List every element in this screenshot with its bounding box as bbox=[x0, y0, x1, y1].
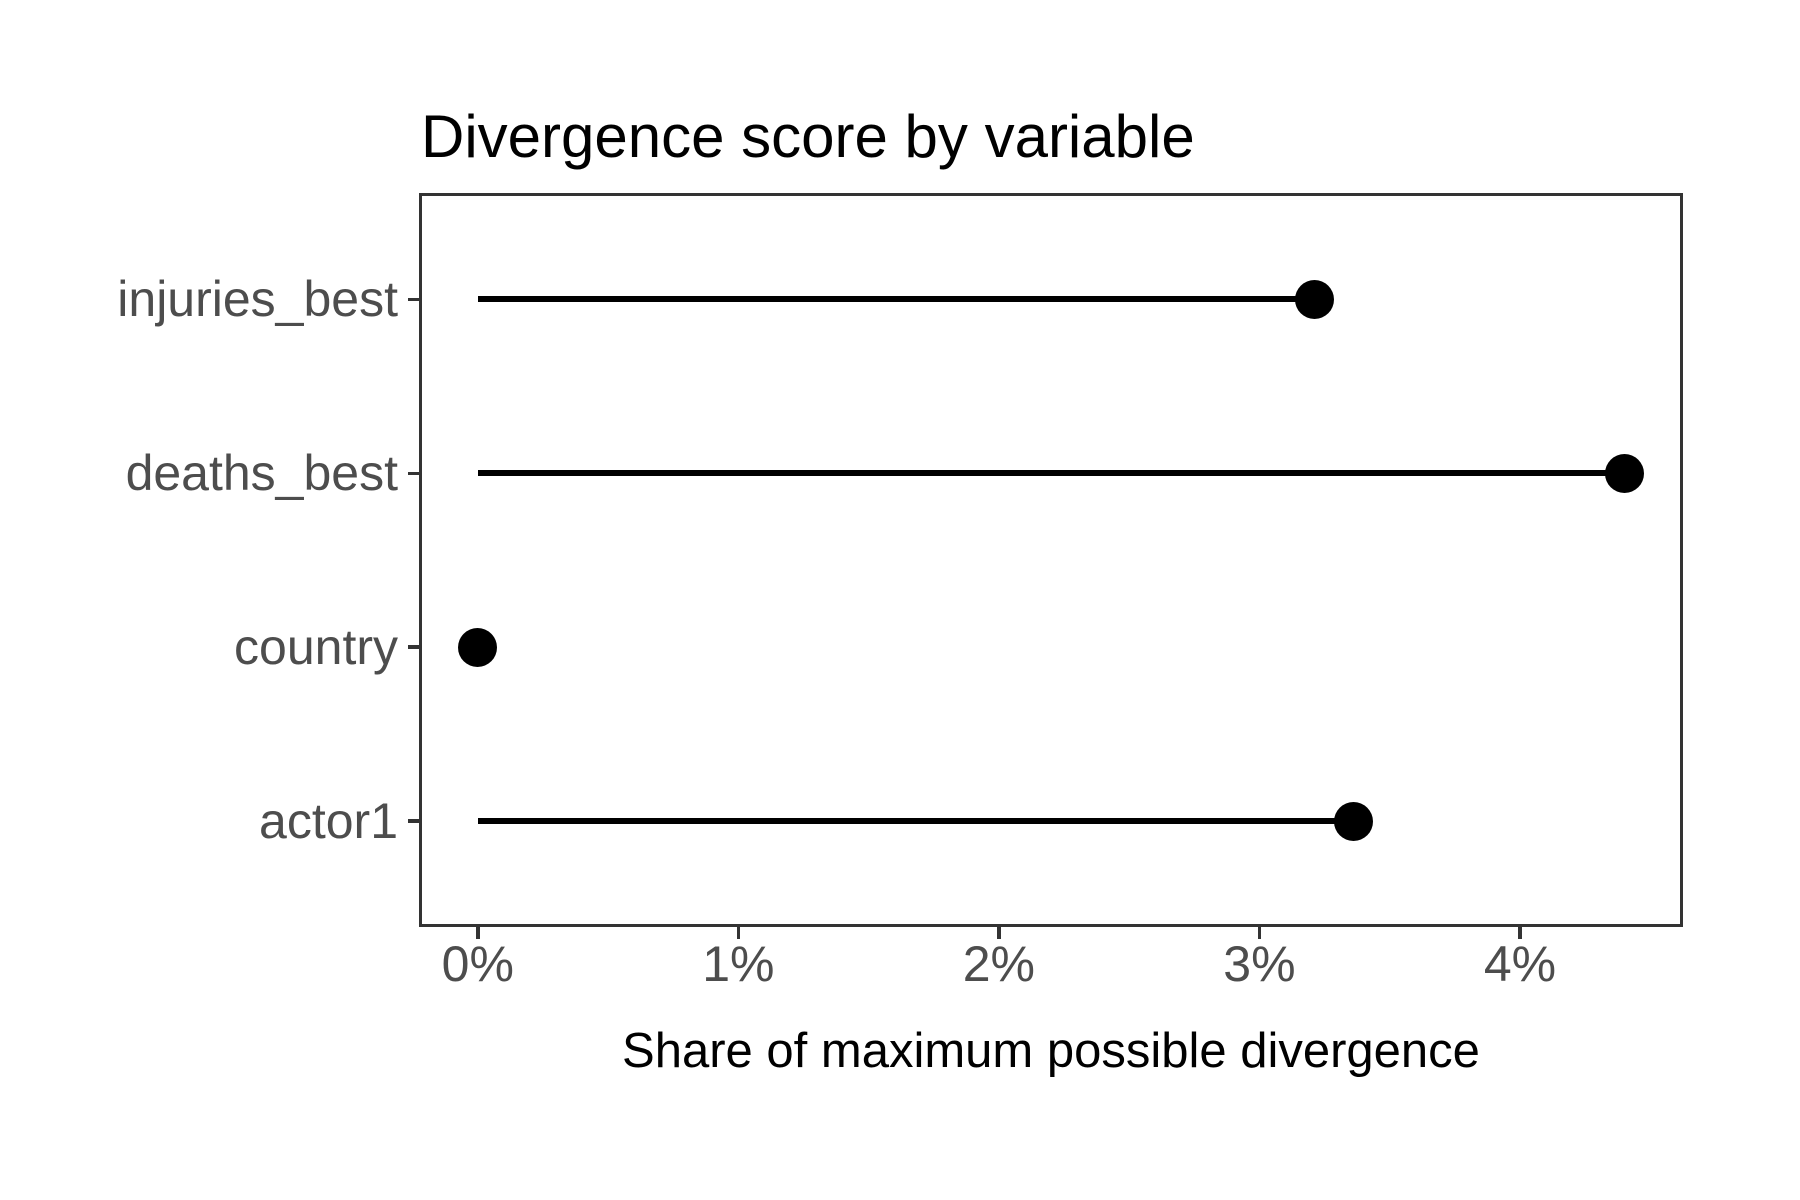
x-axis-tick bbox=[736, 926, 741, 939]
stem-line bbox=[477, 818, 1354, 825]
x-axis-tick bbox=[1518, 926, 1522, 939]
y-axis-tick bbox=[407, 297, 421, 302]
y-axis-label: deaths_best bbox=[125, 445, 398, 502]
x-axis-tick bbox=[476, 926, 480, 939]
chart-title: Divergence score by variable bbox=[421, 103, 1195, 170]
stem-line bbox=[477, 296, 1315, 303]
x-tick-label: 3% bbox=[1223, 936, 1296, 992]
x-tick-label: 4% bbox=[1483, 936, 1557, 992]
y-axis-label: injuries_best bbox=[117, 271, 398, 328]
plot-panel bbox=[419, 193, 1683, 927]
x-axis-tick bbox=[1257, 926, 1262, 939]
x-axis-title: Share of maximum possible divergence bbox=[622, 1024, 1480, 1078]
y-axis-label: actor1 bbox=[259, 793, 398, 850]
x-tick-label: 0% bbox=[441, 936, 514, 992]
y-axis-label: country bbox=[234, 619, 398, 676]
y-axis-tick bbox=[407, 645, 421, 649]
stem-line bbox=[477, 470, 1625, 477]
data-point bbox=[1294, 279, 1334, 319]
data-point bbox=[1333, 801, 1373, 841]
data-point bbox=[1604, 453, 1644, 493]
x-axis-tick bbox=[997, 926, 1001, 939]
x-tick-label: 1% bbox=[702, 936, 775, 992]
y-axis-tick bbox=[407, 819, 421, 823]
y-axis-tick bbox=[407, 471, 421, 476]
x-tick-label: 2% bbox=[962, 936, 1036, 992]
data-point bbox=[458, 627, 498, 667]
